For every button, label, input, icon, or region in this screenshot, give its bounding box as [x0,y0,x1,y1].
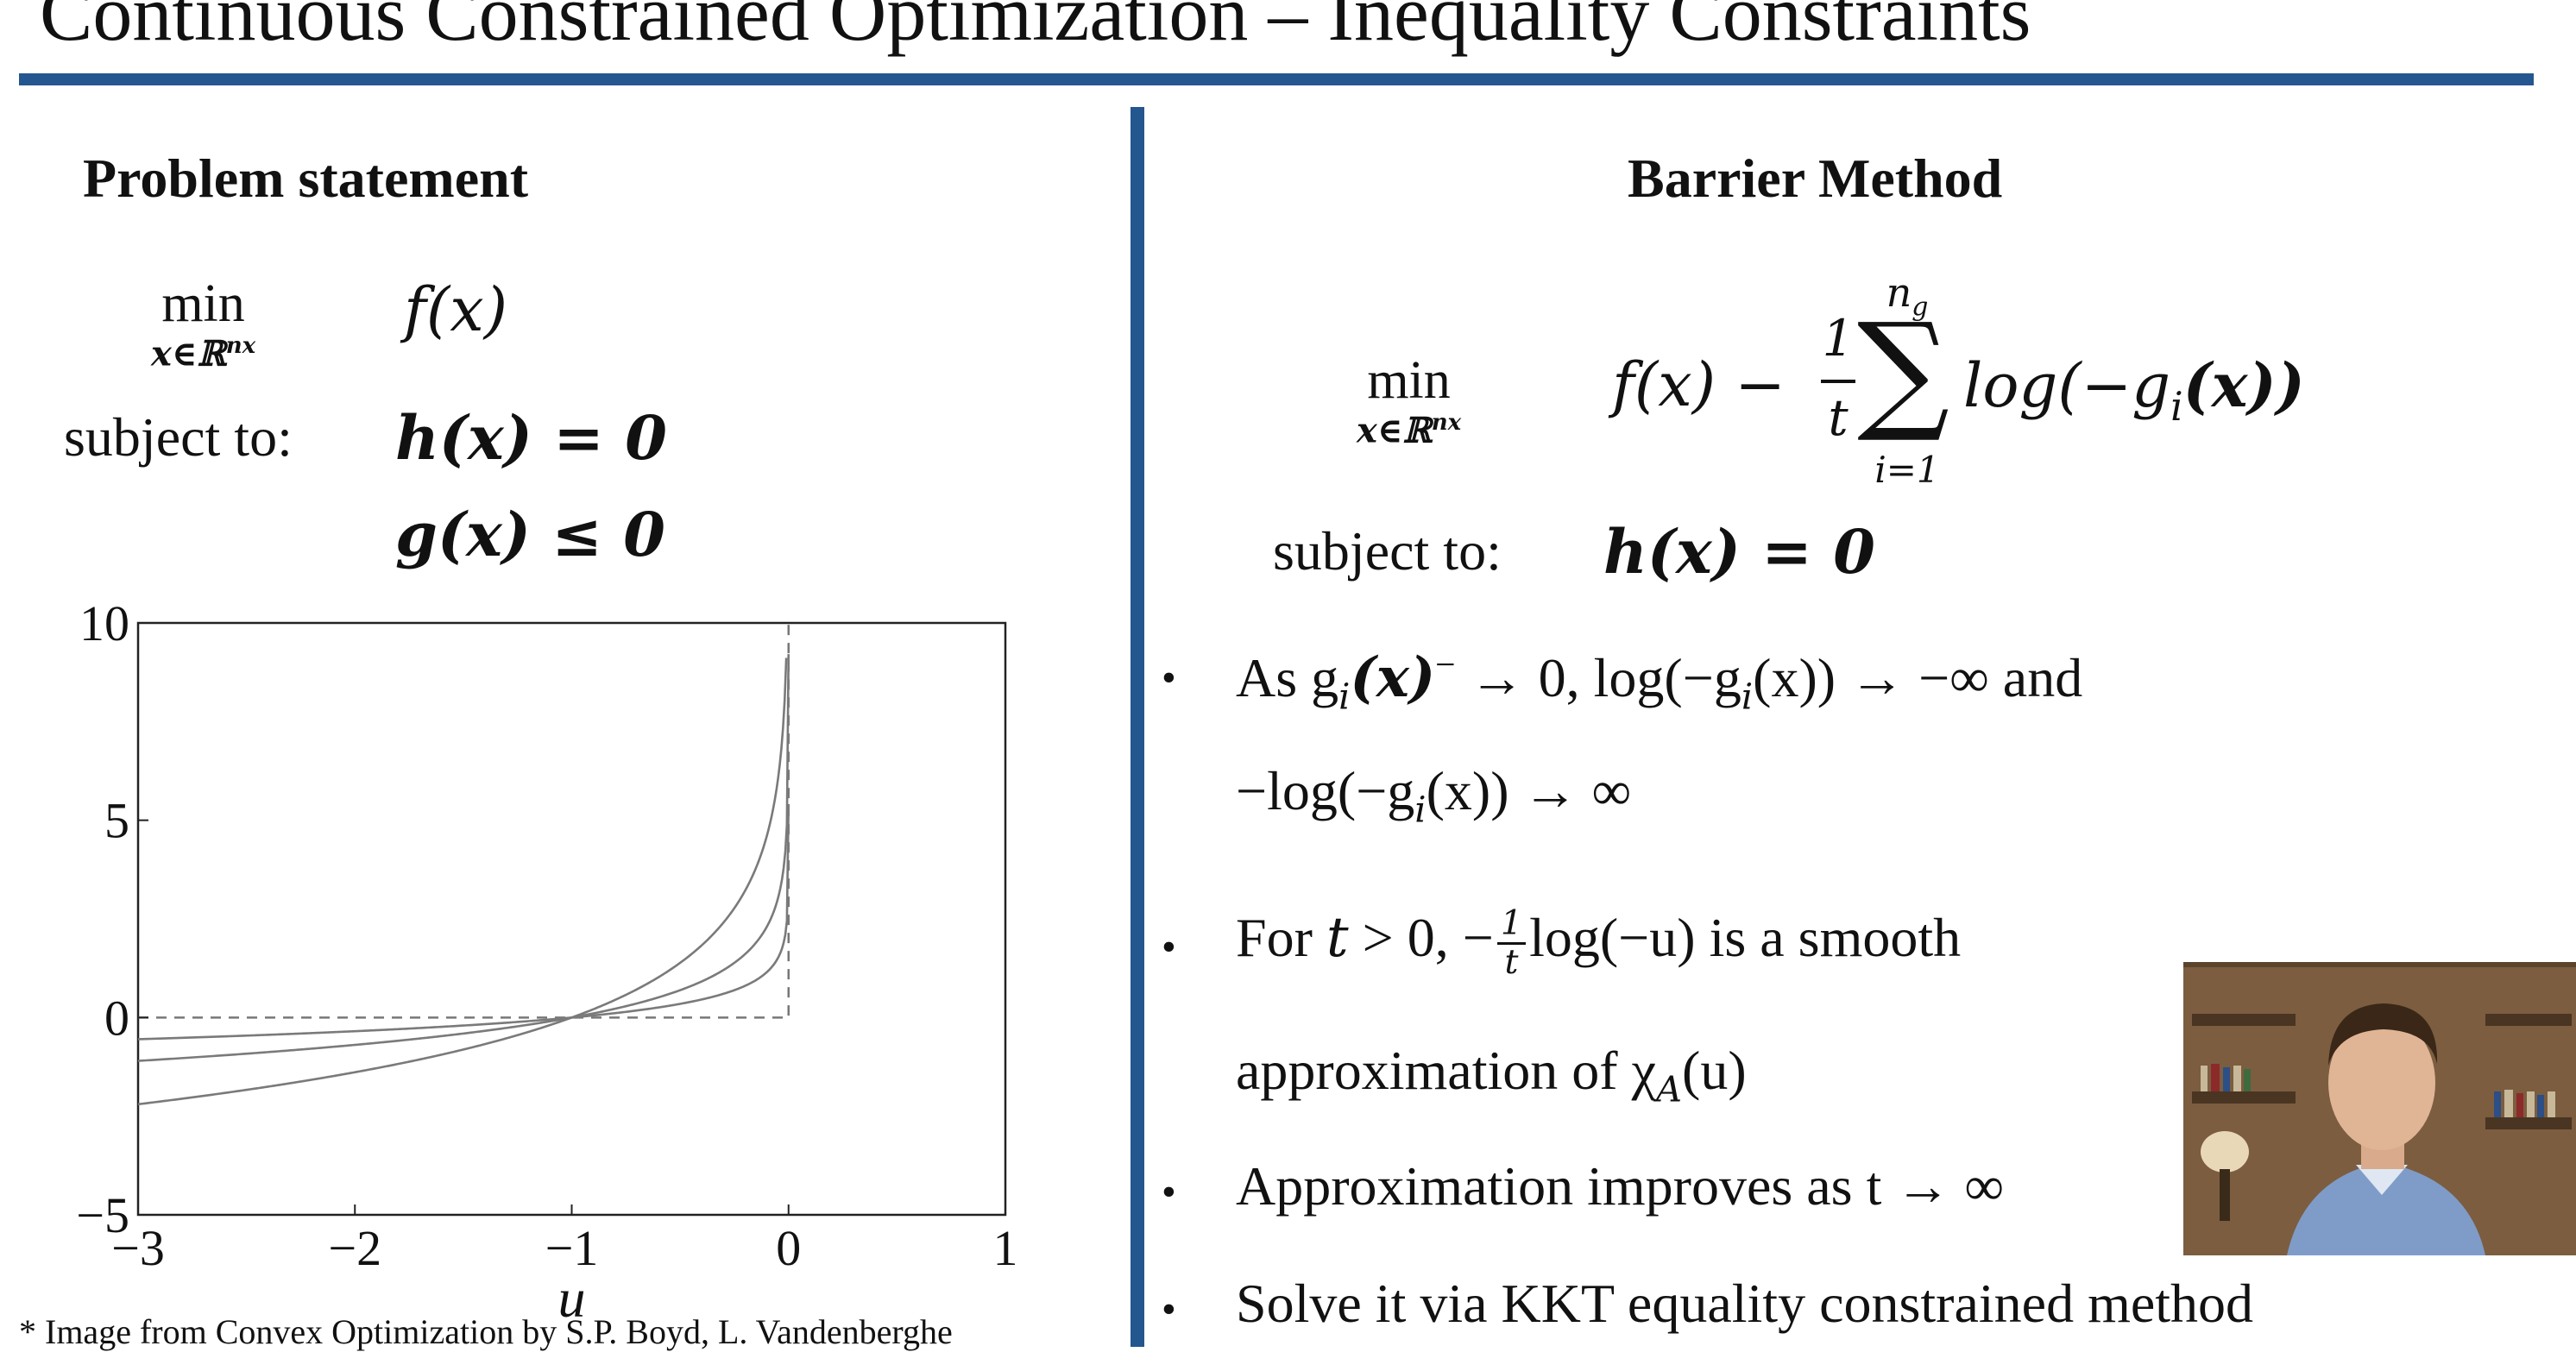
barrier-objective-prefix: f(x) − [1612,349,1786,420]
bullet-2-line-1: For t > 0, −1 t log(−u) is a smooth [1236,903,1962,982]
barrier-log-term: log(−gi(x)) [1963,349,2305,430]
barrier-fraction-denominator: t [1828,388,1849,447]
y-tick-label: 0 [104,990,129,1046]
bullet-marker: • [1162,655,1176,701]
x-tick-label: −1 [545,1220,599,1276]
barrier-min-word: min [1367,351,1451,410]
problem-inequality-constraint: g(x) ≤ 0 [395,499,666,570]
bullet-1-line-2: −log(−gi(x)) → ∞ [1236,760,1632,831]
bullet-marker: • [1162,1169,1176,1215]
indicator-function-line [138,623,790,1019]
min-domain: x∈ℝnx [151,333,256,374]
y-tick-label: 10 [79,595,129,651]
problem-equality-constraint: h(x) = 0 [395,402,667,474]
bullet-1-line-1: As gi(x)− → 0, log(−gi(x)) → −∞ and [1236,645,2083,718]
bullet-2-line-2: approximation of χA(u) [1236,1040,1747,1110]
image-credit-footnote: * Image from Convex Optimization by S.P.… [19,1312,953,1351]
bullet-marker: • [1162,1286,1176,1332]
barrier-function-chart: −3 −2 −1 0 1 10 5 0 −5 u [76,595,1018,1329]
min-word: min [161,274,245,333]
x-tick-label: −2 [328,1220,381,1276]
barrier-fraction-bar [1821,380,1855,383]
bullet-4-text: Solve it via KKT equality constrained me… [1236,1273,2254,1334]
x-tick-label: −3 [111,1220,165,1276]
x-tick-label: 1 [993,1220,1018,1276]
x-tick-label: 0 [776,1220,801,1276]
sum-symbol: ∑ [1857,296,1950,446]
barrier-equality-constraint: h(x) = 0 [1603,516,1875,588]
sum-upper-limit: ng [1886,269,1929,323]
title-underline [19,73,2534,85]
presenter-video-icon [2183,962,2576,1255]
barrier-method-heading: Barrier Method [1628,148,2003,209]
plot-frame [136,621,1007,1217]
bullet-marker: • [1162,924,1176,970]
y-tick-label: 5 [104,793,129,849]
bullet-3-text: Approximation improves as t → ∞ [1236,1155,2004,1217]
problem-min-operator: min x∈ℝnx [151,274,256,374]
sum-lower-limit: i=1 [1874,449,1940,491]
problem-statement-heading: Problem statement [83,148,528,209]
problem-objective: f(x) [404,274,508,345]
x-axis-label: u [558,1267,586,1329]
slide-title: Continuous Constrained Optimization – In… [40,0,2031,57]
column-divider [1131,107,1144,1347]
barrier-curve-t-2 [137,803,790,1041]
barrier-subject-to: subject to: [1273,520,1502,582]
barrier-curve-t-0_5 [137,657,788,1106]
problem-subject-to: subject to: [64,406,293,468]
presenter-video-frame [2183,962,2576,1255]
barrier-min-operator: min x∈ℝnx [1357,351,1462,451]
barrier-curve-t-1 [137,654,790,1062]
barrier-fraction-numerator: 1 [1822,309,1855,368]
y-tick-label: −5 [76,1187,129,1243]
barrier-min-domain: x∈ℝnx [1357,410,1462,451]
